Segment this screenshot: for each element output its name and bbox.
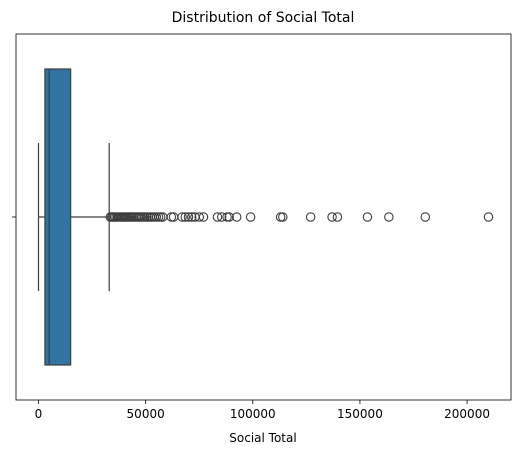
outlier-point <box>177 212 187 222</box>
plot-area <box>37 68 494 366</box>
outlier-point <box>186 212 197 222</box>
outlier-point <box>231 212 242 222</box>
outlier-point <box>183 212 194 222</box>
outlier-point <box>362 212 373 222</box>
x-tick-label: 0 <box>35 407 43 421</box>
outlier-point <box>222 212 232 222</box>
x-tick-label: 200000 <box>444 407 490 421</box>
outlier-point <box>216 212 227 222</box>
outlier-point <box>198 212 209 222</box>
outlier-point <box>245 212 256 222</box>
outlier-point <box>275 212 286 222</box>
chart-title: Distribution of Social Total <box>172 10 355 26</box>
outlier-point <box>384 212 394 222</box>
x-tick-label: 100000 <box>230 407 276 421</box>
outlier-point <box>212 212 223 222</box>
outlier-point <box>166 212 177 222</box>
x-tick-label: 50000 <box>127 407 165 421</box>
outlier-point <box>278 212 288 222</box>
outlier-point <box>420 212 431 222</box>
x-axis-label: Social Total <box>229 431 296 445</box>
outlier-point <box>305 212 316 222</box>
outlier-point <box>327 212 337 222</box>
outlier-point <box>194 212 204 222</box>
outlier-point <box>168 212 179 222</box>
x-tick-label: 150000 <box>337 407 383 421</box>
outlier-point <box>332 212 343 222</box>
outlier-point <box>180 212 191 222</box>
outlier-point <box>483 212 494 222</box>
x-axis: 0 50000 100000 150000 200000 <box>35 400 490 421</box>
outlier-point <box>224 212 234 222</box>
